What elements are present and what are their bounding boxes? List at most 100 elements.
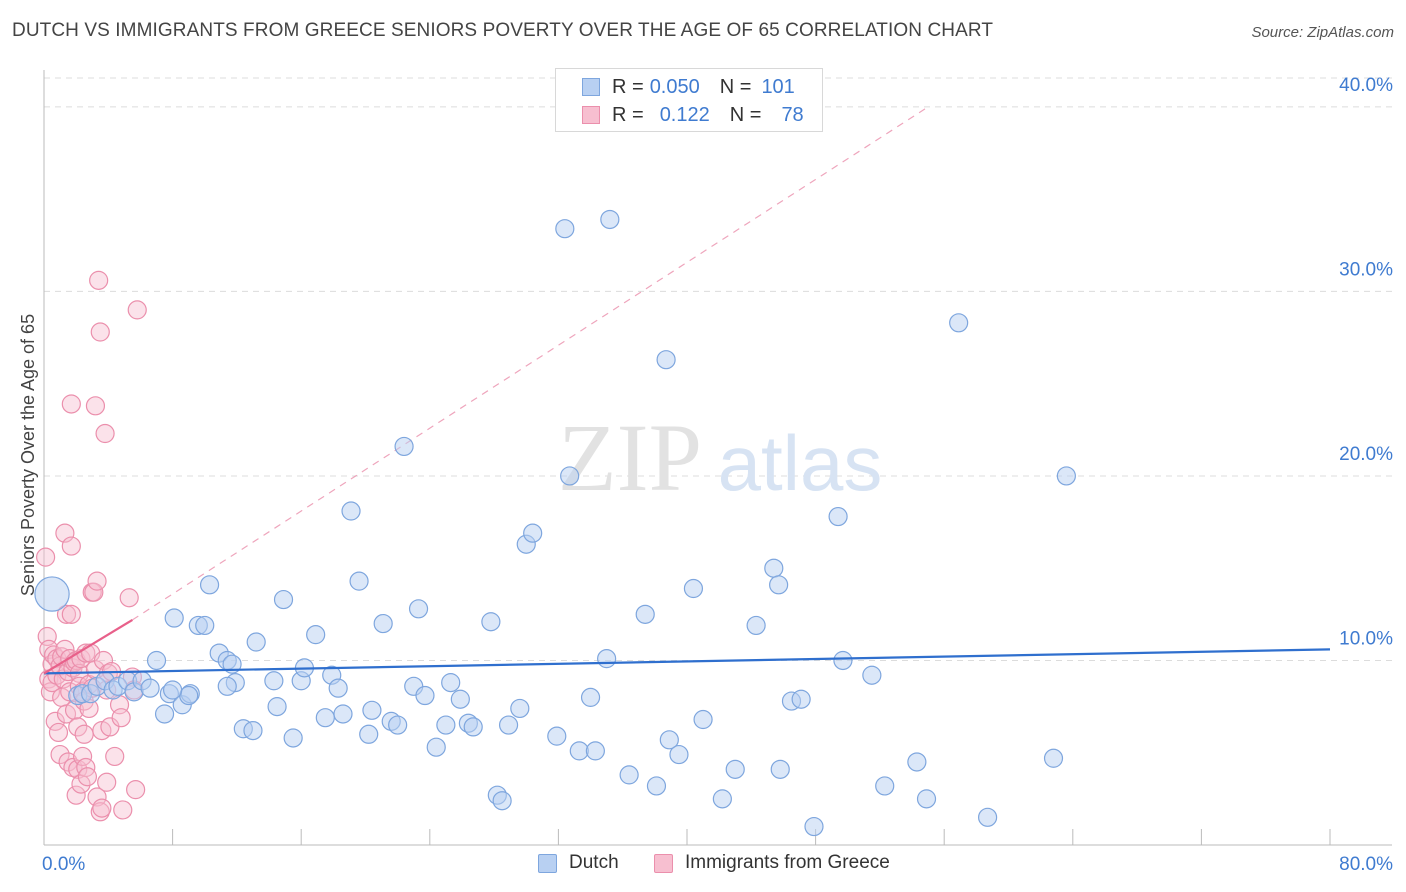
dutch-point — [764, 558, 784, 578]
greece-point — [97, 772, 117, 792]
greece-point — [105, 746, 125, 767]
legend-swatch-greece — [654, 853, 673, 873]
dutch-point — [426, 737, 446, 757]
dutch-point — [693, 709, 713, 730]
dutch-point — [362, 700, 382, 720]
dutch-point — [510, 698, 530, 719]
dutch-point — [828, 506, 848, 527]
gridlines — [44, 77, 1392, 661]
dutch-point — [34, 576, 70, 612]
dutch-point — [746, 615, 766, 636]
legend-n-value-dutch: 101 — [761, 75, 795, 98]
dutch-point — [791, 689, 811, 709]
dutch-point — [154, 704, 175, 724]
dutch-point — [1056, 466, 1076, 486]
dutch-point — [875, 776, 895, 796]
dutch-point — [635, 604, 655, 624]
greece-point — [44, 645, 64, 665]
dutch-point — [394, 436, 414, 457]
dutch-point — [619, 765, 639, 785]
dutch-point — [1043, 748, 1064, 768]
greece-point — [127, 300, 147, 320]
dutch-point — [306, 625, 326, 645]
dutch-points — [34, 209, 1076, 837]
greece-point — [92, 798, 112, 818]
greece-point — [87, 787, 107, 807]
legend-label-greece: Immigrants from Greece — [685, 852, 890, 873]
dutch-point — [597, 649, 617, 669]
x-tick-label: 80.0% — [1339, 854, 1393, 875]
dutch-point — [659, 730, 679, 750]
dutch-point — [359, 724, 379, 744]
dutch-point — [498, 715, 519, 735]
dutch-point — [315, 708, 335, 728]
dutch-point — [283, 728, 303, 748]
legend-swatch-greece — [582, 106, 600, 124]
greece-point — [61, 536, 81, 556]
axes — [43, 70, 1392, 846]
legend-r-value-dutch: 0.050 — [649, 75, 700, 98]
greece-point — [84, 582, 104, 602]
tick-labels: 10.0% 20.0% 30.0% 40.0% 0.0% 80.0% — [42, 75, 1393, 875]
dutch-point — [916, 789, 937, 809]
dutch-point — [415, 685, 435, 706]
greece-point — [45, 711, 65, 731]
y-tick-label: 20.0% — [1339, 444, 1393, 465]
greece-point — [119, 588, 139, 608]
legend-n-label: N = — [719, 75, 752, 98]
dutch-point — [804, 816, 824, 837]
greece-point — [90, 322, 110, 342]
legend-n-value-greece: 78 — [781, 103, 804, 126]
greece-point — [50, 744, 70, 765]
watermark-atlas: atlas — [718, 419, 883, 507]
correlation-legend: R = 0.050 N = 101 R = 0.122 N = 78 — [555, 68, 823, 132]
dutch-point — [833, 650, 853, 671]
dutch-point — [388, 715, 408, 735]
dutch-trend-line — [43, 648, 1331, 675]
greece-point — [95, 423, 115, 444]
greece-points — [36, 270, 147, 822]
watermark: ZIP atlas — [558, 404, 882, 511]
dutch-point — [555, 219, 575, 239]
dutch-point — [267, 697, 287, 717]
legend-swatch-dutch — [538, 853, 557, 873]
greece-point — [74, 724, 94, 744]
greece-point — [89, 270, 109, 290]
legend-row-greece: R = 0.122 N = 78 — [556, 101, 804, 129]
dutch-point — [463, 717, 483, 737]
dutch-point — [712, 789, 732, 809]
dutch-point — [770, 759, 790, 779]
series-legend: Dutch Immigrants from Greece — [0, 852, 1406, 878]
greece-point — [48, 722, 69, 743]
y-axis-label: Seniors Poverty Over the Age of 65 — [18, 314, 38, 596]
dutch-point — [580, 687, 601, 707]
y-tick-label: 30.0% — [1339, 259, 1393, 280]
watermark-zip: ZIP — [558, 404, 702, 511]
legend-item-dutch[interactable]: Dutch — [538, 852, 619, 874]
dutch-point — [179, 685, 199, 706]
dutch-point — [907, 752, 927, 772]
legend-label-dutch: Dutch — [569, 852, 619, 873]
legend-item-greece[interactable]: Immigrants from Greece — [654, 852, 890, 874]
dutch-point — [349, 571, 369, 591]
dutch-point — [949, 313, 969, 333]
dutch-point — [492, 791, 512, 811]
dutch-point — [725, 759, 745, 779]
greece-point — [77, 767, 98, 787]
dutch-point — [328, 678, 348, 698]
dutch-point — [656, 350, 676, 370]
dutch-point — [408, 599, 429, 619]
dutch-point — [243, 720, 263, 741]
legend-swatch-dutch — [582, 78, 600, 96]
dutch-point — [585, 741, 605, 761]
greece-trend-dashed — [132, 106, 929, 621]
dutch-point — [862, 665, 882, 685]
greece-point — [72, 746, 93, 767]
dutch-point — [669, 744, 689, 765]
greece-point — [36, 547, 56, 567]
greece-point — [68, 717, 88, 737]
dutch-point — [246, 632, 266, 652]
x-tick-label: 0.0% — [42, 854, 85, 875]
source-label: Source: ZipAtlas.com — [1251, 24, 1394, 41]
